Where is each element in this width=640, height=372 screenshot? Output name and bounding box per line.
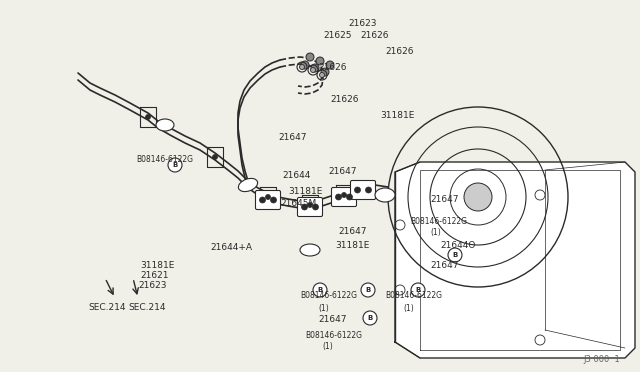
FancyBboxPatch shape: [332, 187, 356, 206]
Text: B08146-6122G: B08146-6122G: [136, 155, 193, 164]
Circle shape: [411, 283, 425, 297]
Text: 21626: 21626: [318, 64, 346, 73]
Text: B08146-6122G: B08146-6122G: [300, 292, 357, 301]
Circle shape: [306, 53, 314, 61]
Text: 31181E: 31181E: [335, 241, 369, 250]
Circle shape: [326, 61, 334, 69]
Text: B: B: [317, 287, 323, 293]
Polygon shape: [395, 162, 635, 358]
Circle shape: [355, 187, 360, 193]
Circle shape: [363, 311, 377, 325]
Text: (1): (1): [403, 304, 413, 312]
Circle shape: [271, 197, 276, 203]
FancyBboxPatch shape: [255, 190, 280, 209]
Ellipse shape: [238, 179, 258, 192]
Text: 31181E: 31181E: [380, 110, 414, 119]
Text: (1): (1): [318, 304, 329, 312]
Circle shape: [301, 61, 309, 69]
Text: B: B: [172, 162, 178, 168]
Circle shape: [316, 57, 324, 65]
Text: 21644+A: 21644+A: [210, 244, 252, 253]
Text: B08146-6122G: B08146-6122G: [305, 330, 362, 340]
Text: 31181E: 31181E: [288, 187, 323, 196]
Text: B: B: [367, 315, 372, 321]
Ellipse shape: [300, 244, 320, 256]
Circle shape: [311, 64, 319, 72]
Text: 21644O: 21644O: [440, 241, 476, 250]
Ellipse shape: [375, 188, 395, 202]
Circle shape: [321, 68, 329, 76]
FancyBboxPatch shape: [298, 198, 323, 217]
Circle shape: [312, 204, 319, 210]
Circle shape: [313, 283, 327, 297]
Text: 21647: 21647: [430, 196, 458, 205]
Text: J3 000  1: J3 000 1: [583, 355, 620, 364]
Circle shape: [335, 194, 342, 200]
Text: B08146-6122G: B08146-6122G: [385, 292, 442, 301]
Circle shape: [361, 283, 375, 297]
Ellipse shape: [156, 119, 174, 131]
Circle shape: [365, 187, 371, 193]
Text: B: B: [452, 252, 458, 258]
Text: 21626: 21626: [330, 96, 358, 105]
Circle shape: [307, 202, 312, 208]
Circle shape: [212, 154, 218, 160]
Circle shape: [301, 204, 307, 210]
Circle shape: [346, 194, 353, 200]
Text: 21647: 21647: [278, 134, 307, 142]
Text: 21625: 21625: [323, 32, 351, 41]
Circle shape: [448, 248, 462, 262]
Text: (1): (1): [322, 343, 333, 352]
Text: 21626: 21626: [385, 48, 413, 57]
Text: 21626: 21626: [360, 32, 388, 41]
Text: B: B: [365, 287, 371, 293]
Text: B: B: [415, 287, 420, 293]
Text: 21647: 21647: [430, 260, 458, 269]
Text: 21644: 21644: [282, 170, 310, 180]
Circle shape: [342, 192, 346, 198]
Text: 21621: 21621: [140, 270, 168, 279]
Text: 21647: 21647: [318, 315, 346, 324]
Text: 21623: 21623: [138, 282, 166, 291]
Circle shape: [266, 195, 271, 199]
Circle shape: [145, 115, 150, 119]
Circle shape: [300, 64, 305, 70]
Text: B08146-6122G: B08146-6122G: [410, 218, 467, 227]
Circle shape: [310, 67, 316, 73]
Text: SEC.214: SEC.214: [88, 304, 125, 312]
Text: SEC.214: SEC.214: [128, 304, 166, 312]
Circle shape: [319, 73, 324, 77]
Text: 21647: 21647: [338, 228, 367, 237]
Text: 31181E: 31181E: [140, 260, 174, 269]
Circle shape: [259, 197, 266, 203]
Text: 21647: 21647: [328, 167, 356, 176]
Circle shape: [464, 183, 492, 211]
FancyBboxPatch shape: [351, 180, 376, 199]
Circle shape: [168, 158, 182, 172]
Text: (1): (1): [430, 228, 441, 237]
Text: 21623: 21623: [348, 19, 376, 29]
Text: 21645M: 21645M: [280, 199, 316, 208]
